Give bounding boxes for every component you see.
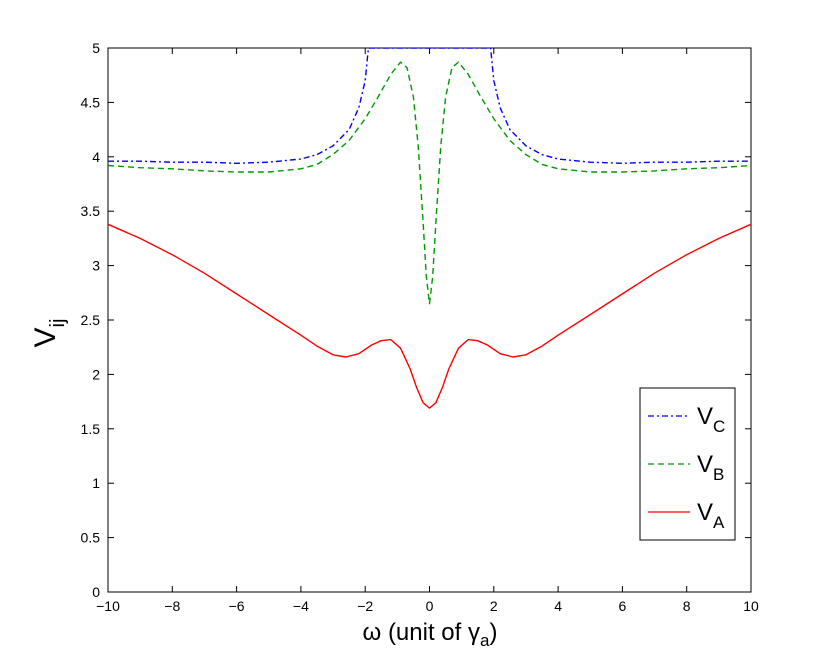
series-line-vb	[108, 61, 751, 305]
series-line-va	[108, 223, 751, 409]
y-axis-label: Vij	[29, 319, 69, 348]
legend-box	[639, 387, 736, 541]
x-tick-label: −8	[164, 598, 180, 614]
legend-label-vc: VC	[697, 403, 725, 436]
y-tick-label: 1.5	[81, 421, 101, 437]
series-layer	[108, 48, 751, 409]
legend: VC VB VA	[639, 387, 736, 541]
x-tick-label: 10	[743, 598, 759, 614]
x-tick-labels: −10 −8 −6 −4 −2 0 2 4 6 8 10	[96, 598, 759, 614]
legend-label-va: VA	[697, 499, 725, 532]
x-axis-label: ω (unit of γa)	[363, 619, 498, 650]
axis-ticks	[107, 47, 752, 593]
x-tick-label: −10	[96, 598, 120, 614]
legend-label-vb: VB	[697, 451, 724, 484]
y-tick-label: 4	[92, 149, 100, 165]
x-tick-label: 0	[426, 598, 434, 614]
y-tick-label: 4.5	[81, 94, 101, 110]
x-tick-label: 2	[490, 598, 498, 614]
legend-entry-va: VA	[648, 499, 725, 532]
x-tick-label: −4	[293, 598, 309, 614]
series-line-vc	[108, 48, 751, 165]
y-tick-label: 2.5	[81, 312, 101, 328]
legend-entry-vc: VC	[648, 403, 725, 436]
y-tick-label: 1	[92, 475, 100, 491]
y-tick-label: 3	[92, 258, 100, 274]
x-tick-label: 8	[683, 598, 691, 614]
x-tick-label: 4	[554, 598, 562, 614]
legend-entry-vb: VB	[648, 451, 724, 484]
y-tick-labels: 0 0.5 1 1.5 2 2.5 3 3.5 4 4.5 5	[81, 40, 101, 600]
y-tick-label: 2	[92, 366, 100, 382]
y-tick-label: 0	[92, 584, 100, 600]
y-tick-label: 3.5	[81, 203, 101, 219]
x-tick-label: −2	[357, 598, 373, 614]
y-tick-label: 5	[92, 40, 100, 56]
x-tick-label: 6	[619, 598, 627, 614]
y-tick-label: 0.5	[81, 530, 101, 546]
x-tick-label: −6	[229, 598, 245, 614]
